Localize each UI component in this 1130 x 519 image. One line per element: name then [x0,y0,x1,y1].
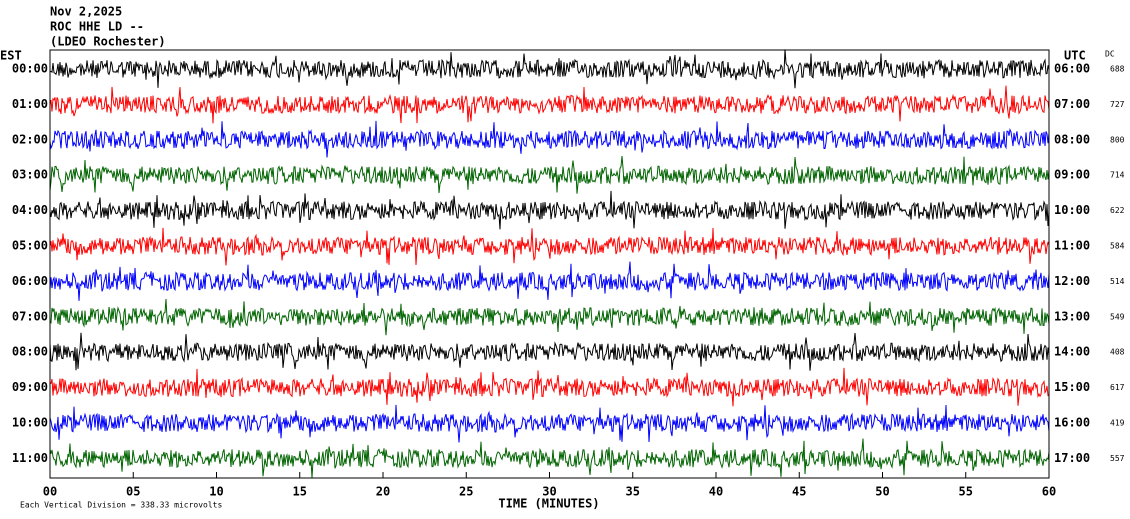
dc-value: 688 [1110,65,1125,74]
utc-label: 16:00 [1054,416,1090,430]
trace [49,190,1050,230]
title-line: ROC HHE LD -- [50,20,144,34]
dc-label: DC [1105,50,1115,59]
utc-label: 13:00 [1054,309,1090,323]
dc-value: 549 [1110,312,1125,321]
left-axis-label: EST [0,49,22,63]
est-label: 00:00 [12,62,48,76]
dc-value: 622 [1110,206,1125,215]
trace [49,438,1050,478]
dc-value: 727 [1110,100,1125,109]
trace [49,367,1050,407]
footer: Each Vertical Division = 338.33 microvol… [20,501,222,510]
title-line: Nov 2,2025 [50,5,122,19]
utc-label: 14:00 [1054,345,1090,359]
dc-value: 584 [1110,242,1125,251]
trace [49,49,1050,89]
dc-value: 714 [1110,171,1125,180]
est-label: 05:00 [12,239,48,253]
x-tick-label: 25 [459,485,473,499]
est-label: 02:00 [12,132,48,146]
est-label: 09:00 [12,380,48,394]
x-axis-label: TIME (MINUTES) [498,497,599,511]
trace [49,120,1050,158]
x-tick-label: 35 [626,485,640,499]
utc-label: 07:00 [1054,97,1090,111]
utc-label: 10:00 [1054,203,1090,217]
trace [49,404,1050,443]
x-tick-label: 55 [959,485,973,499]
x-tick-label: 40 [709,485,723,499]
x-tick-label: 10 [209,485,223,499]
est-label: 07:00 [12,309,48,323]
est-label: 08:00 [12,345,48,359]
dc-value: 557 [1110,454,1125,463]
x-tick-label: 15 [293,485,307,499]
trace [49,298,1050,336]
utc-label: 11:00 [1054,239,1090,253]
est-label: 04:00 [12,203,48,217]
x-tick-label: 50 [875,485,889,499]
dc-value: 617 [1110,383,1125,392]
title-line: (LDEO Rochester) [50,35,166,49]
utc-label: 12:00 [1054,274,1090,288]
trace [49,261,1050,301]
trace [49,156,1050,194]
x-tick-label: 30 [542,485,556,499]
right-axis-label: UTC [1064,49,1086,63]
utc-label: 09:00 [1054,168,1090,182]
dc-value: 408 [1110,348,1125,357]
est-label: 06:00 [12,274,48,288]
x-tick-label: 45 [792,485,806,499]
dc-value: 514 [1110,277,1125,286]
utc-label: 17:00 [1054,451,1090,465]
utc-label: 08:00 [1054,132,1090,146]
trace [49,85,1050,124]
est-label: 01:00 [12,97,48,111]
x-tick-label: 60 [1042,485,1056,499]
utc-label: 06:00 [1054,62,1090,76]
trace [49,227,1050,266]
x-tick-label: 20 [376,485,390,499]
est-label: 10:00 [12,416,48,430]
dc-value: 800 [1110,135,1125,144]
x-tick-label: 00 [43,485,57,499]
est-label: 11:00 [12,451,48,465]
trace [49,332,1050,371]
x-tick-label: 05 [126,485,140,499]
utc-label: 15:00 [1054,380,1090,394]
est-label: 03:00 [12,168,48,182]
dc-value: 419 [1110,419,1125,428]
